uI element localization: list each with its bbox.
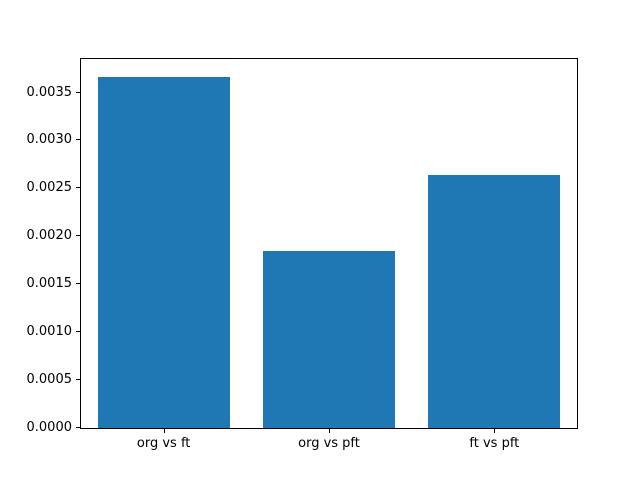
x-tick-label: org vs ft xyxy=(136,436,191,451)
y-tick-mark xyxy=(76,91,80,93)
x-tick-label: ft vs pft xyxy=(469,436,520,451)
y-tick-mark xyxy=(76,139,80,141)
bar-org-vs-pft xyxy=(262,250,396,428)
y-tick-label: 0.0005 xyxy=(26,372,73,388)
y-tick-label: 0.0035 xyxy=(26,84,73,100)
y-tick-label: 0.0030 xyxy=(26,132,73,148)
plot-area xyxy=(80,58,578,429)
y-tick-mark xyxy=(76,283,80,285)
y-tick-label: 0.0010 xyxy=(26,324,73,340)
bars-layer xyxy=(81,59,577,428)
y-tick-mark xyxy=(76,331,80,333)
y-tick-label: 0.0025 xyxy=(26,180,73,196)
bar-ft-vs-pft xyxy=(428,174,561,428)
y-tick-mark xyxy=(76,235,80,237)
x-tick-mark xyxy=(494,429,496,433)
y-tick-mark xyxy=(76,427,80,428)
x-tick-mark xyxy=(163,429,165,433)
y-tick-label: 0.0000 xyxy=(26,420,73,435)
y-tick-mark xyxy=(76,379,80,381)
y-tick-mark xyxy=(76,187,80,189)
x-tick-label: org vs pft xyxy=(298,436,360,451)
x-tick-mark xyxy=(329,429,330,433)
y-tick-label: 0.0020 xyxy=(26,228,73,244)
bar-org-vs-ft xyxy=(97,77,230,428)
y-tick-label: 0.0015 xyxy=(26,276,73,292)
